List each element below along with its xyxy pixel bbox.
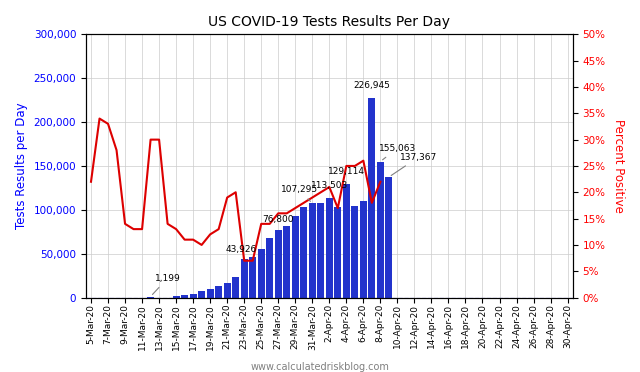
Bar [351,206,358,298]
Bar [385,177,392,298]
Text: 226,945: 226,945 [353,81,390,90]
Text: 43,926: 43,926 [226,245,257,254]
Bar [189,294,196,298]
Y-axis label: Tests Results per Day: Tests Results per Day [15,103,28,229]
Text: 129,114: 129,114 [328,167,365,176]
Bar [300,207,307,298]
Bar [335,207,341,298]
Bar [173,296,179,298]
Bar [292,216,299,298]
Bar [241,259,248,298]
Bar [250,257,256,298]
Bar [258,249,264,298]
Bar [224,283,230,298]
Text: 137,367: 137,367 [391,153,437,176]
Title: US COVID-19 Tests Results Per Day: US COVID-19 Tests Results Per Day [208,15,451,29]
Y-axis label: Percent Positive: Percent Positive [612,119,625,213]
Bar [284,225,290,298]
Bar [377,161,384,298]
Text: 113,503: 113,503 [310,181,348,190]
Bar [309,203,316,298]
Bar [317,203,324,298]
Bar [343,184,349,298]
Bar [266,238,273,298]
Bar [215,286,222,298]
Bar [147,296,154,298]
Text: 76,800: 76,800 [262,215,294,224]
Bar [275,230,282,298]
Bar [326,198,333,298]
Text: 1,199: 1,199 [152,274,180,295]
Bar [198,291,205,298]
Text: 107,295: 107,295 [281,185,318,201]
Bar [360,201,367,298]
Text: www.calculatedriskblog.com: www.calculatedriskblog.com [251,362,389,372]
Bar [207,289,214,298]
Text: 155,063: 155,063 [379,144,416,160]
Bar [232,276,239,298]
Bar [181,295,188,298]
Bar [369,99,375,298]
